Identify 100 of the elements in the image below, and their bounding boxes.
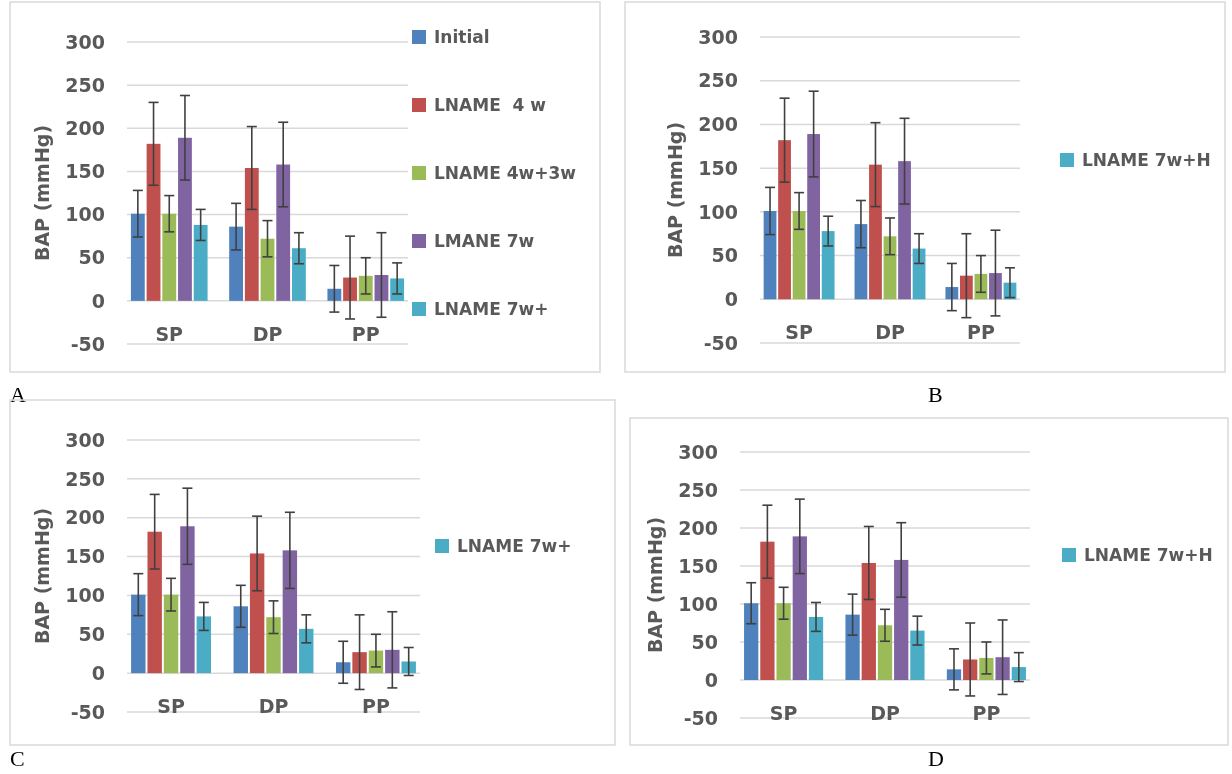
y-tick-label: 50 [711, 244, 738, 267]
bar [877, 625, 893, 680]
bar [193, 224, 208, 301]
legend-label: Initial [434, 26, 490, 47]
bar [249, 553, 265, 674]
bar [260, 238, 275, 301]
y-tick-label: 0 [724, 287, 738, 310]
y-tick-label: 300 [698, 25, 738, 48]
x-tick-label: DP [870, 702, 900, 724]
bar [233, 606, 248, 674]
bar [292, 248, 306, 301]
y-tick-label: 100 [678, 592, 718, 615]
bar [792, 210, 806, 300]
bar [845, 614, 860, 680]
y-tick-label: 50 [78, 246, 105, 269]
bar [995, 657, 1010, 680]
y-tick-label: 200 [678, 516, 718, 539]
y-tick-label: 250 [678, 478, 718, 501]
y-tick-label: 250 [65, 73, 105, 96]
x-tick-label: SP [155, 322, 184, 345]
bar [266, 617, 281, 674]
y-tick-label: 300 [65, 30, 105, 53]
bar [162, 213, 177, 301]
bar [352, 652, 367, 674]
text: D [928, 746, 944, 771]
bar [401, 661, 416, 674]
y-tick-label: 50 [691, 630, 718, 653]
bar [385, 649, 400, 674]
bar [883, 236, 897, 300]
bar [276, 164, 291, 301]
x-tick-label: SP [157, 695, 185, 718]
x-tick-label: DP [252, 322, 283, 345]
y-tick-label: 200 [65, 116, 105, 139]
bar [869, 164, 882, 300]
bar [854, 224, 868, 300]
bar [131, 594, 146, 674]
legend-label: LNAME 7w+H [1084, 544, 1213, 565]
bar [763, 210, 777, 300]
y-tick-label: 100 [698, 200, 738, 223]
legend-label: LMANE 7w [434, 230, 535, 251]
y-tick-label: -50 [703, 331, 738, 354]
bar [959, 275, 973, 300]
y-axis-title: BAP (mmHg) [31, 507, 53, 645]
y-tick-label: -50 [70, 332, 105, 355]
bar [299, 628, 314, 674]
bar [894, 559, 909, 680]
y-tick-label: 250 [65, 467, 105, 490]
y-tick-label: 0 [704, 668, 718, 691]
bar [808, 616, 824, 680]
legend-label: LNAME 4 w [434, 94, 547, 115]
y-axis-title: BAP (mmHg) [644, 516, 666, 654]
legend-label: LNAME 7w+ [457, 535, 572, 556]
bar [229, 226, 243, 301]
bar [898, 161, 911, 300]
legend-label: LNAME 4w+3w [434, 162, 577, 183]
bar [130, 213, 145, 301]
y-tick-label: 100 [65, 584, 105, 607]
bar [778, 140, 791, 300]
bar [178, 137, 192, 301]
y-tick-label: 150 [65, 545, 105, 568]
y-tick-label: 300 [65, 428, 105, 451]
y-tick-label: -50 [70, 700, 105, 723]
bar [282, 550, 298, 674]
x-tick-label: PP [972, 702, 1001, 724]
bar [912, 248, 926, 300]
x-tick-label: PP [351, 322, 380, 345]
legend-label: LNAME 7w+H [1082, 149, 1211, 170]
bar [147, 531, 162, 674]
y-tick-label: 0 [91, 289, 105, 312]
text: B [928, 382, 943, 407]
y-tick-label: 300 [678, 440, 718, 463]
y-tick-label: 200 [698, 113, 738, 136]
x-tick-label: PP [966, 321, 995, 344]
y-tick-label: 150 [65, 160, 105, 183]
bar [792, 536, 807, 680]
legend-label: LNAME 7w+ [434, 298, 549, 319]
bar [163, 594, 179, 674]
bar [807, 134, 821, 300]
x-tick-label: PP [362, 695, 390, 718]
x-tick-label: DP [875, 321, 905, 344]
bar [989, 273, 1002, 300]
y-tick-label: 150 [678, 554, 718, 577]
bar [244, 167, 259, 301]
text: A [10, 382, 26, 407]
x-tick-label: DP [258, 695, 289, 718]
bar [327, 288, 342, 301]
x-tick-label: SP [785, 321, 813, 344]
bar [910, 630, 925, 680]
y-axis-title: BAP (mmHg) [664, 121, 686, 259]
bar [180, 526, 195, 674]
y-tick-label: 200 [65, 506, 105, 529]
bar [760, 541, 775, 680]
y-tick-label: 0 [91, 661, 105, 684]
bar [821, 231, 835, 300]
y-tick-label: 150 [698, 156, 738, 179]
text: C [10, 746, 25, 771]
y-tick-label: 250 [698, 69, 738, 92]
bar [146, 143, 161, 301]
bar [776, 603, 791, 680]
x-tick-label: SP [769, 702, 798, 724]
